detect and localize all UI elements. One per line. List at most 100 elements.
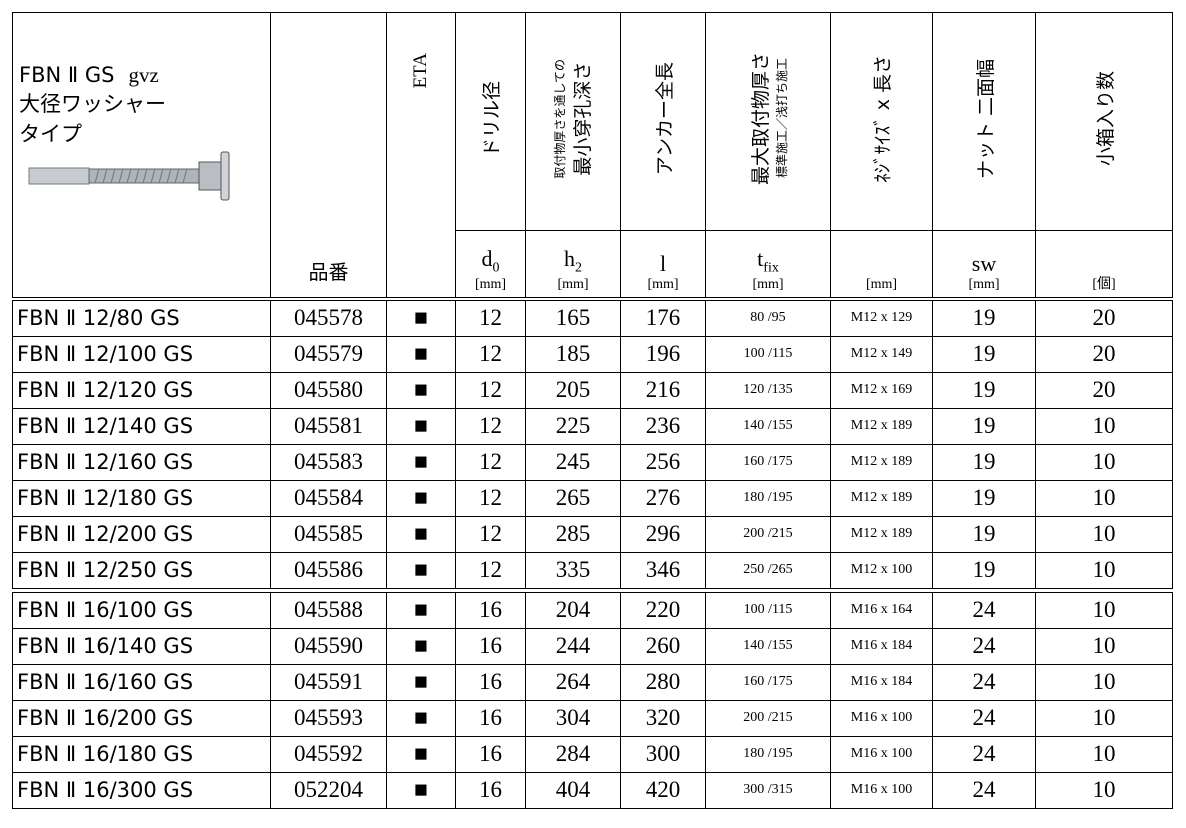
cell: 19 xyxy=(932,551,1036,589)
cell: 300 /315 xyxy=(705,771,831,809)
cell: ■ xyxy=(386,298,456,337)
cell: FBN Ⅱ 16/200 GS xyxy=(12,699,271,737)
cell: 12 xyxy=(455,551,526,589)
cell: 24 xyxy=(932,735,1036,773)
cell: FBN Ⅱ 16/300 GS xyxy=(12,771,271,809)
label-line: 標準施工／浅打ち施工 xyxy=(775,58,789,179)
cell: 404 xyxy=(525,771,621,809)
cell: FBN Ⅱ 16/160 GS xyxy=(12,663,271,701)
cell: 200 /215 xyxy=(705,515,831,553)
column-header: 最大取付物厚さ 標準施工／浅打ち施工 xyxy=(705,12,831,231)
data-row: FBN Ⅱ 16/100 GS 045588 ■ 16 204 220 100 /115 M1… xyxy=(12,591,1173,629)
cell: 420 xyxy=(620,771,706,809)
column-header: ﾈｼﾞｻｲｽﾞ x 長さ xyxy=(830,12,933,231)
cell: FBN Ⅱ 12/180 GS xyxy=(12,479,271,517)
product-table: FBN Ⅱ GS gvz 大径ワッシャー タイプ 品番 ETA ドリル径 取付物厚さを通して… xyxy=(12,12,1173,809)
cell: 10 xyxy=(1035,699,1173,737)
cell: 225 xyxy=(525,407,621,445)
symbol-sub: fix xyxy=(763,260,779,276)
cell: 120 /135 xyxy=(705,371,831,409)
cell: 205 xyxy=(525,371,621,409)
cell: 284 xyxy=(525,735,621,773)
cell: 045584 xyxy=(270,479,387,517)
cell: 19 xyxy=(932,298,1036,337)
cell: 140 /155 xyxy=(705,627,831,665)
cell: 10 xyxy=(1035,591,1173,629)
header-row: d0 [mm] h2 [mm] l [mm] tfix [mm] [mm] sw [mm] [個] xyxy=(12,230,1173,299)
cell: ■ xyxy=(386,407,456,445)
symbol: tfix xyxy=(757,246,779,275)
cell: 200 /215 xyxy=(705,699,831,737)
cell: 220 xyxy=(620,591,706,629)
cell: 100 /115 xyxy=(705,335,831,373)
cell: 10 xyxy=(1035,771,1173,809)
cell: 19 xyxy=(932,407,1036,445)
cell: FBN Ⅱ 12/100 GS xyxy=(12,335,271,373)
cell: 045590 xyxy=(270,627,387,665)
cell: 10 xyxy=(1035,551,1173,589)
column-label: アンカー全長 xyxy=(650,62,677,175)
column-label: 小箱入り数 xyxy=(1091,71,1118,166)
cell: 335 xyxy=(525,551,621,589)
cell: 045591 xyxy=(270,663,387,701)
cell: 16 xyxy=(455,699,526,737)
cell: M16 x 184 xyxy=(830,627,933,665)
unit: [mm] xyxy=(647,276,679,292)
cell: 304 xyxy=(525,699,621,737)
cell: 16 xyxy=(455,627,526,665)
cell: M12 x 129 xyxy=(830,298,933,337)
title-suffix: gvz xyxy=(128,63,159,87)
cell: M12 x 189 xyxy=(830,407,933,445)
subtitle: 大径ワッシャー xyxy=(19,92,166,116)
title-cell: FBN Ⅱ GS gvz 大径ワッシャー タイプ xyxy=(12,12,271,299)
cell: 19 xyxy=(932,335,1036,373)
cell: 300 xyxy=(620,735,706,773)
cell: 216 xyxy=(620,371,706,409)
cell: 196 xyxy=(620,335,706,373)
cell: M12 x 189 xyxy=(830,443,933,481)
cell: 052204 xyxy=(270,771,387,809)
cell: 276 xyxy=(620,479,706,517)
symbol-base: d xyxy=(481,246,493,272)
data-row: FBN Ⅱ 12/140 GS 045581 ■ 12 225 236 140 /155 M1… xyxy=(12,407,1173,445)
cell: 045580 xyxy=(270,371,387,409)
cell: 236 xyxy=(620,407,706,445)
column-header: ドリル径 xyxy=(455,12,526,231)
cell: FBN Ⅱ 12/140 GS xyxy=(12,407,271,445)
cell: 24 xyxy=(932,699,1036,737)
cell: ■ xyxy=(386,735,456,773)
cell: ■ xyxy=(386,335,456,373)
cell: 045592 xyxy=(270,735,387,773)
cell: 256 xyxy=(620,443,706,481)
symbol-base: sw xyxy=(971,250,997,276)
cell: 176 xyxy=(620,298,706,337)
title-line: FBN Ⅱ GS gvz xyxy=(19,63,264,88)
cell: 24 xyxy=(932,771,1036,809)
cell: 045588 xyxy=(270,591,387,629)
symbol-base: t xyxy=(757,246,764,272)
cell: 285 xyxy=(525,515,621,553)
unit: [mm] xyxy=(557,276,589,292)
cell: ■ xyxy=(386,699,456,737)
cell: M16 x 100 xyxy=(830,735,933,773)
label-line: 取付物厚さを通しての xyxy=(553,59,567,179)
cell: 10 xyxy=(1035,407,1173,445)
column-label: ドリル径 xyxy=(477,81,504,157)
column-header: 取付物厚さを通しての 最小穿孔深さ xyxy=(525,12,621,231)
cell: 16 xyxy=(455,663,526,701)
label-line: ナット 二面幅 xyxy=(974,58,997,180)
unit: [mm] xyxy=(865,276,898,292)
cell: 12 xyxy=(455,515,526,553)
symbol: l xyxy=(660,251,666,276)
unit: [mm] xyxy=(752,276,784,292)
label-line: 最小穿孔深さ xyxy=(572,62,594,177)
cell: ■ xyxy=(386,771,456,809)
unit-header: l [mm] xyxy=(620,230,706,299)
unit-header: d0 [mm] xyxy=(455,230,526,299)
cell: 24 xyxy=(932,663,1036,701)
data-row: FBN Ⅱ 12/80 GS 045578 ■ 12 165 176 80 /95 M12 x… xyxy=(12,298,1173,337)
data-row: FBN Ⅱ 12/250 GS 045586 ■ 12 335 346 250 /265 M1… xyxy=(12,551,1173,589)
symbol: sw xyxy=(972,251,996,276)
cell: 245 xyxy=(525,443,621,481)
cell: 12 xyxy=(455,298,526,337)
